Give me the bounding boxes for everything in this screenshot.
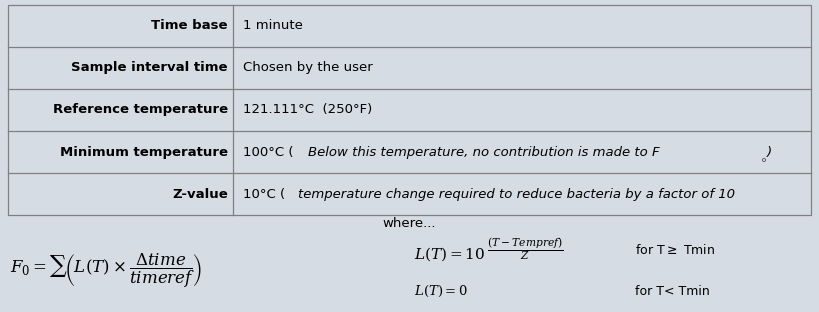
Text: 121.111°C  (250°F): 121.111°C (250°F) <box>243 104 373 116</box>
Text: ): ) <box>767 146 772 158</box>
Text: Below this temperature, no contribution is made to F: Below this temperature, no contribution … <box>309 146 660 158</box>
Text: ₀: ₀ <box>762 154 766 164</box>
Text: 100°C (: 100°C ( <box>243 146 294 158</box>
Text: Time base: Time base <box>152 19 228 32</box>
Text: temperature change required to reduce bacteria by a factor of 10: temperature change required to reduce ba… <box>297 188 735 201</box>
Text: 10°C (: 10°C ( <box>243 188 285 201</box>
Text: Minimum temperature: Minimum temperature <box>60 146 228 158</box>
Bar <box>8 5 811 215</box>
Text: for T< Tmin: for T< Tmin <box>635 285 709 298</box>
Text: Chosen by the user: Chosen by the user <box>243 61 373 74</box>
Text: $F_0 = \sum\!\left( L(T) \times \dfrac{\Delta time}{timeref} \right)$: $F_0 = \sum\!\left( L(T) \times \dfrac{\… <box>11 251 202 290</box>
Text: Z-value: Z-value <box>172 188 228 201</box>
Text: 1 minute: 1 minute <box>243 19 303 32</box>
Text: where...: where... <box>382 217 437 230</box>
Text: Reference temperature: Reference temperature <box>52 104 228 116</box>
Text: Sample interval time: Sample interval time <box>71 61 228 74</box>
Text: $L(T) = 10^{\;\dfrac{(T-Tempref)}{Z}}$: $L(T) = 10^{\;\dfrac{(T-Tempref)}{Z}}$ <box>414 236 563 263</box>
Text: for T$\geq$ Tmin: for T$\geq$ Tmin <box>635 243 715 256</box>
Text: $L(T) = 0$: $L(T) = 0$ <box>414 284 468 299</box>
